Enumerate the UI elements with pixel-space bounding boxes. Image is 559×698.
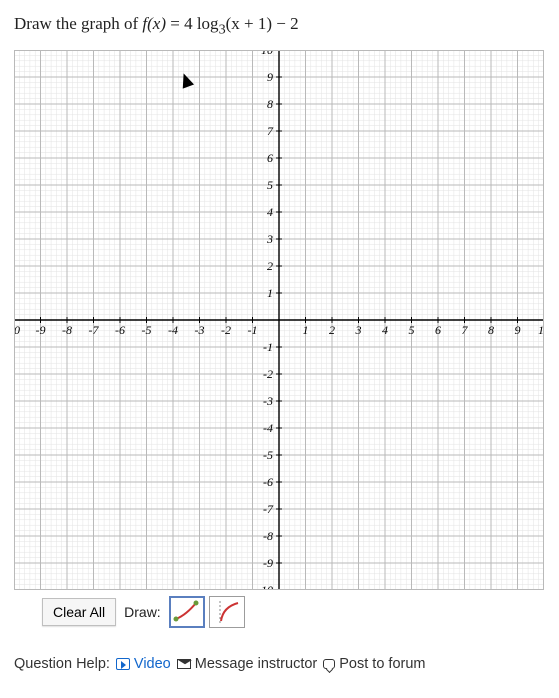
svg-text:8: 8 bbox=[488, 323, 494, 337]
prompt-arg: (x + 1) − 2 bbox=[226, 14, 299, 33]
post-to-forum-link[interactable]: Post to forum bbox=[323, 656, 425, 672]
question-prompt: Draw the graph of f(x) = 4 log3(x + 1) −… bbox=[14, 14, 545, 38]
video-link-label: Video bbox=[134, 656, 171, 672]
svg-text:-2: -2 bbox=[263, 367, 273, 381]
svg-text:1: 1 bbox=[303, 323, 309, 337]
speech-bubble-icon bbox=[323, 659, 335, 669]
question-help-bar: Question Help: Video Message instructor … bbox=[14, 656, 545, 672]
message-link-label: Message instructor bbox=[195, 656, 318, 672]
svg-text:-8: -8 bbox=[62, 323, 72, 337]
svg-text:-8: -8 bbox=[263, 529, 273, 543]
svg-text:-5: -5 bbox=[263, 448, 273, 462]
svg-text:3: 3 bbox=[266, 232, 273, 246]
svg-text:2: 2 bbox=[267, 259, 273, 273]
prompt-fx: f(x) bbox=[142, 14, 166, 33]
svg-text:6: 6 bbox=[435, 323, 441, 337]
svg-text:-6: -6 bbox=[115, 323, 125, 337]
draw-tool-curve-free[interactable] bbox=[169, 596, 205, 628]
svg-text:-6: -6 bbox=[263, 475, 273, 489]
draw-label: Draw: bbox=[124, 604, 161, 620]
svg-text:-3: -3 bbox=[263, 394, 273, 408]
svg-text:8: 8 bbox=[267, 97, 273, 111]
svg-text:1: 1 bbox=[267, 286, 273, 300]
svg-text:-2: -2 bbox=[221, 323, 231, 337]
svg-text:-10: -10 bbox=[257, 583, 273, 590]
video-icon bbox=[116, 658, 130, 670]
svg-text:3: 3 bbox=[355, 323, 362, 337]
svg-text:-1: -1 bbox=[248, 323, 258, 337]
graph-area[interactable]: 10-9-8-7-6-5-4-3-2-112345678910109876543… bbox=[14, 50, 544, 590]
draw-toolbar: Clear All Draw: bbox=[42, 596, 545, 628]
prompt-text-prefix: Draw the graph of bbox=[14, 14, 142, 33]
svg-text:4: 4 bbox=[267, 205, 273, 219]
cartesian-grid[interactable]: 10-9-8-7-6-5-4-3-2-112345678910109876543… bbox=[14, 50, 544, 590]
svg-text:4: 4 bbox=[382, 323, 388, 337]
clear-all-button[interactable]: Clear All bbox=[42, 598, 116, 626]
svg-text:-9: -9 bbox=[36, 323, 46, 337]
svg-text:-3: -3 bbox=[195, 323, 205, 337]
svg-text:2: 2 bbox=[329, 323, 335, 337]
svg-text:5: 5 bbox=[267, 178, 273, 192]
svg-text:10: 10 bbox=[261, 50, 273, 57]
forum-link-label: Post to forum bbox=[339, 656, 425, 672]
svg-text:-4: -4 bbox=[168, 323, 178, 337]
svg-text:9: 9 bbox=[515, 323, 521, 337]
svg-text:-4: -4 bbox=[263, 421, 273, 435]
prompt-eq: = 4 log bbox=[170, 14, 218, 33]
help-label: Question Help: bbox=[14, 656, 110, 672]
svg-text:-7: -7 bbox=[263, 502, 274, 516]
svg-text:-1: -1 bbox=[263, 340, 273, 354]
envelope-icon bbox=[177, 659, 191, 669]
svg-text:9: 9 bbox=[267, 70, 273, 84]
svg-text:-5: -5 bbox=[142, 323, 152, 337]
draw-tool-curve-interval[interactable] bbox=[209, 596, 245, 628]
svg-text:-9: -9 bbox=[263, 556, 273, 570]
svg-text:7: 7 bbox=[267, 124, 274, 138]
prompt-log-base: 3 bbox=[219, 21, 226, 37]
svg-text:7: 7 bbox=[462, 323, 469, 337]
svg-text:6: 6 bbox=[267, 151, 273, 165]
video-link[interactable]: Video bbox=[116, 656, 171, 672]
message-instructor-link[interactable]: Message instructor bbox=[177, 656, 318, 672]
svg-text:-7: -7 bbox=[89, 323, 100, 337]
svg-text:5: 5 bbox=[409, 323, 415, 337]
